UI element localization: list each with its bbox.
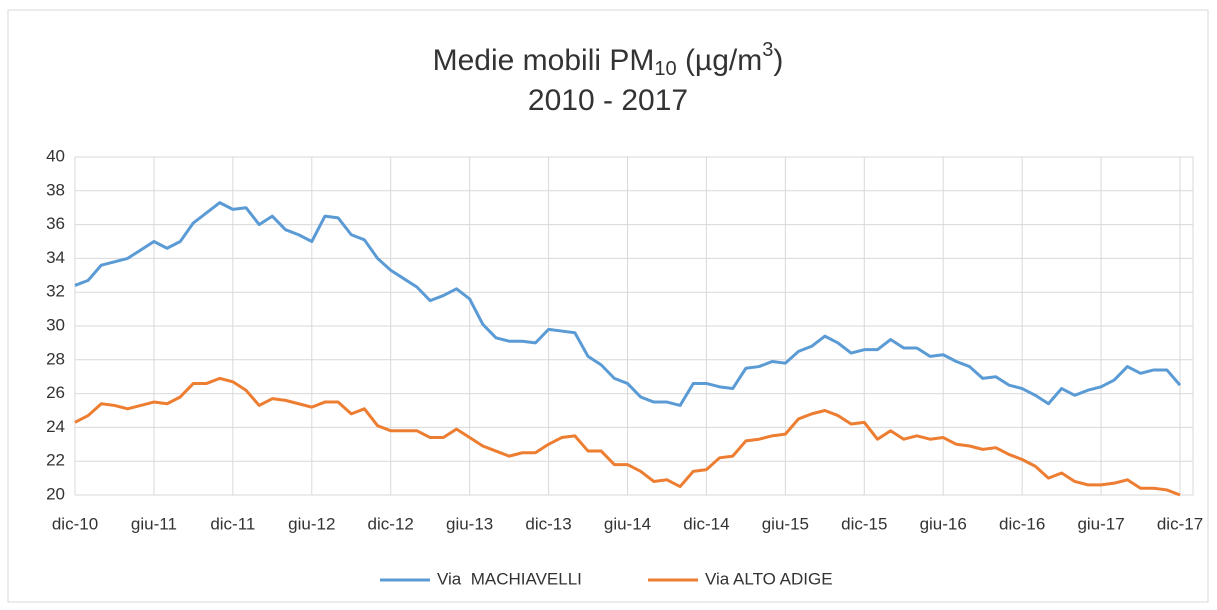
y-tick-label: 26 [46, 383, 65, 402]
x-tick-label: dic-17 [1157, 514, 1203, 533]
y-tick-label: 36 [46, 214, 65, 233]
series-line [74, 201, 1182, 407]
title-superscript: 3 [762, 39, 773, 61]
y-tick-label: 40 [46, 146, 65, 165]
x-tick-label: giu-13 [446, 514, 493, 533]
y-tick-label: 34 [46, 248, 65, 267]
title-subscript: 10 [654, 58, 676, 80]
series-line [74, 376, 1181, 497]
x-tick-label: dic-11 [210, 514, 255, 533]
x-tick-label: dic-13 [525, 514, 571, 533]
x-tick-label: giu-15 [762, 514, 809, 533]
legend-label: Via ALTO ADIGE [705, 569, 833, 588]
chart-subtitle: 2010 - 2017 [528, 84, 688, 117]
y-tick-label: 32 [46, 282, 65, 301]
legend-label: Via MACHIAVELLI [437, 569, 582, 588]
x-tick-label: dic-12 [368, 514, 414, 533]
x-tick-label: giu-17 [1077, 514, 1124, 533]
x-tick-label: giu-11 [131, 514, 177, 533]
title-part: ) [773, 44, 783, 77]
y-tick-label: 22 [46, 451, 65, 470]
y-tick-label: 38 [46, 180, 65, 199]
x-tick-label: dic-14 [683, 514, 729, 533]
title-part: (µg/m [677, 44, 763, 77]
chart-title: Medie mobili PM10 (µg/m3) [433, 39, 784, 80]
y-tick-label: 30 [46, 315, 65, 334]
chart-border [7, 9, 1209, 603]
x-tick-label: dic-16 [999, 514, 1045, 533]
y-tick-label: 28 [46, 349, 65, 368]
y-tick-label: 24 [46, 417, 65, 436]
x-tick-label: dic-10 [52, 514, 98, 533]
y-tick-label: 20 [46, 484, 65, 503]
x-tick-label: giu-16 [920, 514, 967, 533]
x-tick-label: dic-15 [841, 514, 887, 533]
title-part: Medie mobili PM [433, 44, 655, 77]
x-tick-label: giu-12 [288, 514, 335, 533]
x-tick-label: giu-14 [604, 514, 651, 533]
